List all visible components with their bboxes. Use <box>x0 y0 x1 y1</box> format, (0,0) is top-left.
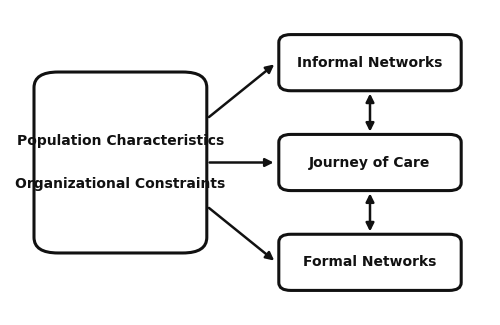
Text: Formal Networks: Formal Networks <box>304 255 436 269</box>
FancyBboxPatch shape <box>279 135 461 190</box>
FancyBboxPatch shape <box>279 234 461 291</box>
Text: Population Characteristics: Population Characteristics <box>17 134 224 148</box>
Text: Informal Networks: Informal Networks <box>298 56 442 70</box>
FancyBboxPatch shape <box>34 72 207 253</box>
FancyBboxPatch shape <box>279 34 461 91</box>
Text: Journey of Care: Journey of Care <box>310 155 430 170</box>
Text: Organizational Constraints: Organizational Constraints <box>16 177 226 191</box>
